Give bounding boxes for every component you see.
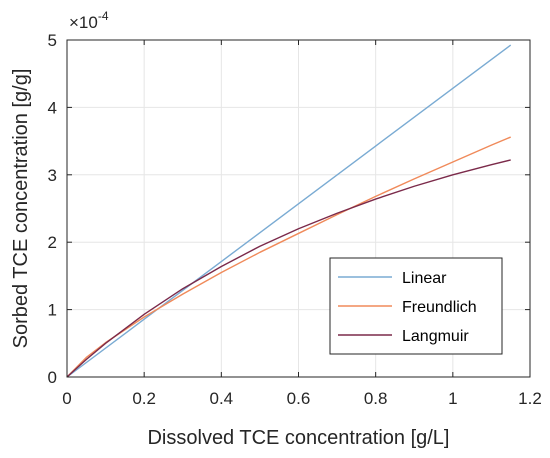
x-tick-label: 0.6	[287, 389, 311, 408]
y-tick-label: 5	[48, 31, 57, 50]
y-axis-multiplier-exponent: -4	[98, 9, 109, 23]
x-tick-label: 1.2	[518, 389, 542, 408]
y-tick-labels: 0 1 2 3 4 5	[48, 31, 57, 387]
legend-label-langmuir: Langmuir	[402, 328, 469, 345]
x-tick-label: 0.8	[364, 389, 388, 408]
x-axis-title: Dissolved TCE concentration [g/L]	[147, 427, 449, 449]
series-lines	[66, 44, 512, 378]
y-axis-multiplier: ×10-4	[69, 9, 109, 32]
series-line-linear	[66, 44, 512, 378]
x-tick-label: 1	[448, 389, 457, 408]
y-tick-label: 0	[48, 368, 57, 387]
y-tick-label: 4	[48, 98, 57, 117]
x-tick-label: 0.4	[210, 389, 234, 408]
legend-label-freundlich: Freundlich	[402, 299, 477, 316]
ticks	[66, 39, 531, 378]
series-line-langmuir	[66, 159, 511, 378]
x-tick-label: 0.2	[132, 389, 156, 408]
x-tick-labels: 0 0.2 0.4 0.6 0.8 1 1.2	[62, 389, 542, 408]
y-axis-title: Sorbed TCE concentration [g/g]	[10, 69, 32, 349]
y-tick-label: 1	[48, 301, 57, 320]
y-axis-multiplier-base: ×10	[69, 13, 98, 32]
legend-label-linear: Linear	[402, 270, 447, 287]
y-tick-label: 3	[48, 166, 57, 185]
x-tick-label: 0	[62, 389, 71, 408]
y-tick-label: 2	[48, 233, 57, 252]
legend: Linear Freundlich Langmuir	[329, 257, 503, 355]
